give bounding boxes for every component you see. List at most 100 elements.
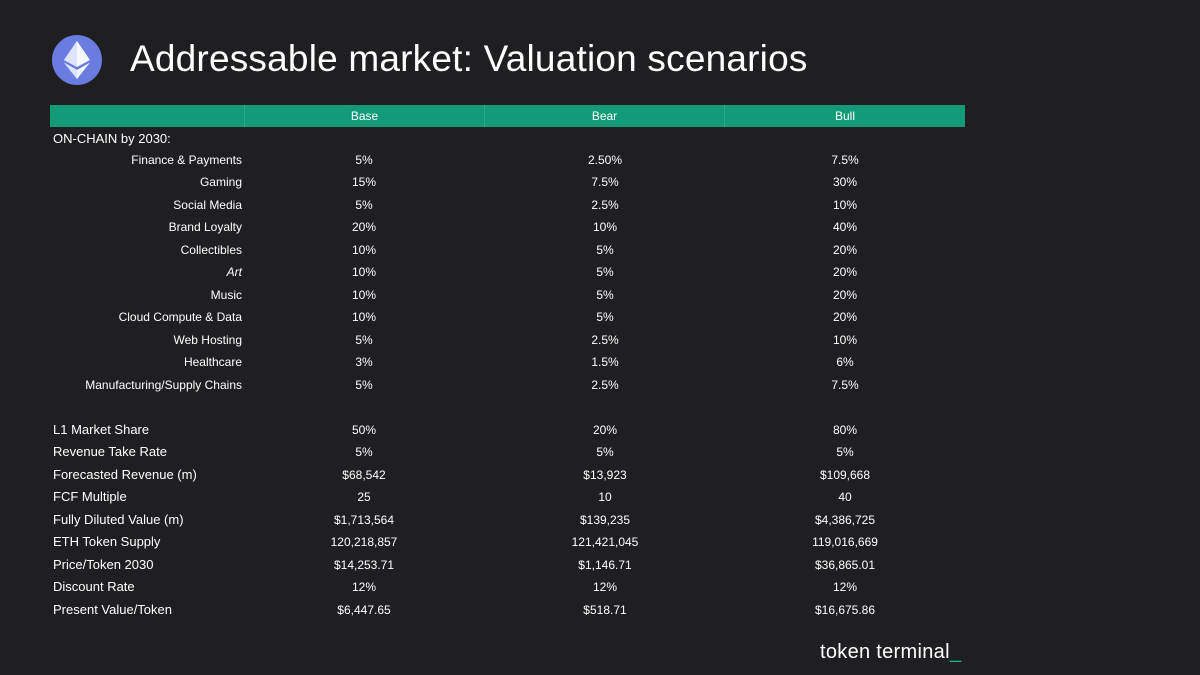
row-label: Price/Token 2030: [53, 556, 154, 572]
cell-base: 3%: [355, 355, 373, 370]
cell-bull: $36,865.01: [814, 557, 876, 572]
cell-base: 12%: [351, 580, 377, 595]
cell-base: 10%: [351, 287, 377, 302]
cell-bear: 121,421,045: [571, 535, 639, 550]
cell-bear: 5%: [596, 310, 614, 325]
cell-base: 20%: [351, 220, 377, 235]
cell-bear: $1,146.71: [578, 557, 632, 572]
table-row: Gaming 15% 7.5% 30%: [0, 173, 1200, 191]
cell-base: 5%: [355, 197, 373, 212]
cell-base: 10%: [351, 310, 377, 325]
section-label-onchain: ON-CHAIN by 2030:: [53, 131, 171, 146]
table-row: L1 Market Share 50% 20% 80%: [0, 421, 1200, 439]
cell-bear: 10%: [592, 220, 618, 235]
cell-bear: 20%: [592, 423, 618, 437]
brand-cursor: _: [949, 641, 962, 663]
table-row: Music 10% 5% 20%: [0, 286, 1200, 304]
cell-bear: $518.71: [583, 602, 627, 617]
row-label: Social Media: [173, 197, 242, 212]
cell-bear: 2.5%: [591, 197, 619, 212]
cell-bull: 20%: [832, 287, 858, 302]
table-row: Manufacturing/Supply Chains 5% 2.5% 7.5%: [0, 376, 1200, 394]
brand-wordmark: token terminal_: [820, 641, 961, 664]
table-row: Social Media 5% 2.5% 10%: [0, 196, 1200, 214]
cell-base: $6,447.65: [337, 602, 391, 617]
table-row: Brand Loyalty 20% 10% 40%: [0, 218, 1200, 236]
cell-bear: 7.5%: [591, 175, 619, 190]
header-bull: Bull: [724, 105, 965, 127]
cell-bull: 7.5%: [831, 153, 859, 167]
cell-base: 10%: [351, 242, 377, 257]
cell-base: $68,542: [342, 467, 386, 482]
row-label: Discount Rate: [53, 579, 135, 595]
row-label: L1 Market Share: [53, 422, 150, 437]
row-label: Manufacturing/Supply Chains: [85, 377, 242, 392]
cell-bear: 12%: [592, 580, 618, 595]
table-row: Price/Token 2030 $14,253.71 $1,146.71 $36,8…: [0, 556, 1200, 574]
ethereum-logo: [52, 35, 102, 85]
cell-bull: 20%: [832, 265, 858, 280]
cell-base: 5%: [355, 153, 373, 167]
table-row: Revenue Take Rate 5% 5% 5%: [0, 443, 1200, 461]
cell-bear: 5%: [596, 445, 614, 460]
row-label: Web Hosting: [173, 332, 242, 347]
cell-bull: 40%: [832, 220, 858, 235]
cell-bull: 80%: [832, 423, 858, 437]
header-base: Base: [244, 105, 484, 127]
cell-bull: 30%: [832, 175, 858, 190]
cell-bear: 2.5%: [591, 332, 619, 347]
cell-base: $14,253.71: [333, 557, 395, 572]
table-row: Cloud Compute & Data 10% 5% 20%: [0, 308, 1200, 326]
table-header: Base Bear Bull: [50, 105, 965, 127]
cell-bear: $139,235: [579, 512, 631, 527]
row-label: Revenue Take Rate: [53, 444, 167, 460]
cell-bull: 6%: [836, 355, 854, 370]
row-label: Collectibles: [180, 242, 242, 257]
row-label: Present Value/Token: [53, 601, 172, 617]
table-row: Web Hosting 5% 2.5% 10%: [0, 331, 1200, 349]
cell-bull: 10%: [832, 332, 858, 347]
cell-base: 10%: [351, 265, 377, 280]
row-label: Brand Loyalty: [168, 220, 242, 235]
table-row: Present Value/Token $6,447.65 $518.71 $16,6…: [0, 601, 1200, 619]
cell-bear: 5%: [596, 265, 614, 280]
cell-bull: $4,386,725: [814, 512, 876, 527]
cell-bear: 5%: [596, 242, 614, 257]
cell-base: 50%: [351, 423, 377, 437]
brand-text: token terminal: [820, 641, 950, 663]
cell-base: 25: [357, 490, 371, 505]
row-label: Forecasted Revenue (m): [53, 466, 197, 482]
cell-bull: 40: [838, 490, 852, 505]
cell-base: 5%: [355, 445, 373, 460]
cell-base: $1,713,564: [333, 512, 395, 527]
table-row: Discount Rate 12% 12% 12%: [0, 578, 1200, 596]
row-label: Art: [226, 265, 242, 280]
table-row: Collectibles 10% 5% 20%: [0, 241, 1200, 259]
row-label: ETH Token Supply: [53, 534, 161, 550]
row-label: FCF Multiple: [53, 489, 127, 505]
cell-bull: 10%: [832, 197, 858, 212]
table-row: Art 10% 5% 20%: [0, 263, 1200, 281]
table-row: Fully Diluted Value (m) $1,713,564 $139,23…: [0, 511, 1200, 529]
table-row: Forecasted Revenue (m) $68,542 $13,923 $109…: [0, 466, 1200, 484]
cell-bull: 119,016,669: [812, 535, 878, 550]
cell-base: 5%: [355, 332, 373, 347]
cell-bull: 20%: [832, 242, 858, 257]
cell-bear: 5%: [596, 287, 614, 302]
row-label: Finance & Payments: [131, 153, 242, 167]
row-label: Music: [210, 287, 242, 302]
cell-bear: 10: [598, 490, 612, 505]
row-label: Cloud Compute & Data: [118, 310, 242, 325]
cell-bull: 20%: [832, 310, 858, 325]
row-label: Fully Diluted Value (m): [53, 511, 184, 527]
cell-bear: 1.5%: [591, 355, 619, 370]
cell-bull: 12%: [832, 580, 858, 595]
page-title: Addressable market: Valuation scenarios: [130, 38, 808, 79]
cell-base: 15%: [351, 175, 377, 190]
cell-bear: 2.50%: [587, 153, 623, 167]
cell-base: 5%: [355, 377, 373, 392]
table-row: Healthcare 3% 1.5% 6%: [0, 353, 1200, 371]
cell-bear: $13,923: [583, 467, 627, 482]
cell-bull: $109,668: [819, 467, 871, 482]
